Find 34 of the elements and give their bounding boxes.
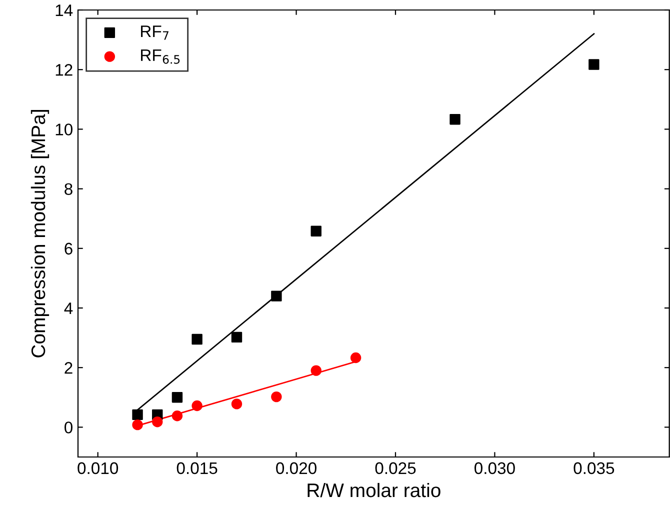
y-axis-title: Compression modulus [MPa] [30,110,50,358]
y-tick-label: 14 [56,4,73,16]
x-tick-label: 0.025 [375,462,416,474]
point [231,332,242,343]
y-tick-label: 2 [64,362,72,374]
y-tick-label: 4 [64,302,73,314]
point [310,226,322,236]
point [172,392,183,403]
x-tick-label: 0.030 [474,462,515,474]
x-tick-label: 0.020 [276,462,316,474]
point [192,334,202,345]
x-tick-label: 0.035 [574,462,614,474]
y-tick-label: 8 [64,183,72,196]
point [132,419,143,430]
point [310,365,322,376]
point [271,391,282,402]
legend-label: RF$_{7}$ [141,26,168,40]
legend-label: RF$_{6.5}$ [141,49,180,64]
point [132,409,143,420]
point [450,114,460,125]
point [588,59,600,70]
x-axis-title: R/W molar ratio [308,482,440,498]
point [271,290,282,302]
y-tick-label: 6 [64,242,72,255]
point [152,416,163,428]
point [231,398,242,410]
y-tick-label: 12 [56,64,72,76]
point [172,410,183,422]
x-tick-label: 0.015 [176,462,218,474]
point [192,400,202,412]
y-tick-label: 0 [64,422,72,434]
y-tick-label: 10 [56,124,72,136]
point [350,352,362,364]
x-tick-label: 0.010 [78,462,118,474]
